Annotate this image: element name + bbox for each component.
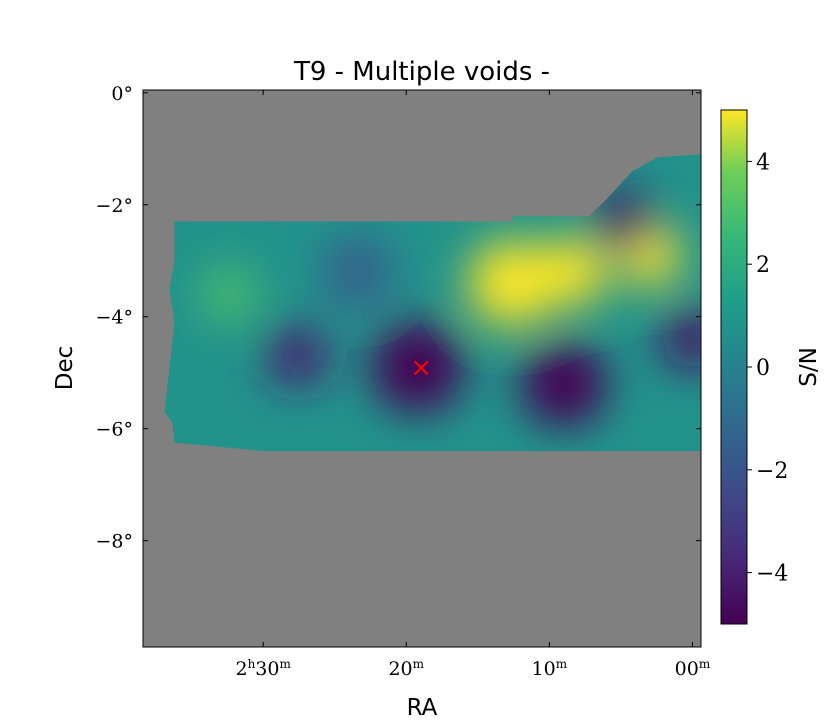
plot-frame bbox=[142, 89, 702, 648]
void-marker-symbol: × bbox=[410, 353, 432, 383]
colorbar-tick-label: −4 bbox=[756, 562, 788, 587]
x-tick-m-unit: m bbox=[413, 657, 425, 671]
sn-blob bbox=[468, 240, 556, 327]
sn-blob bbox=[538, 238, 607, 306]
x-tick-minutes: 00 bbox=[675, 658, 699, 680]
x-axis-label: RA bbox=[407, 695, 438, 721]
x-tick-minutes: 30 bbox=[255, 658, 279, 680]
void-center-marker: × bbox=[410, 353, 432, 383]
sn-blob bbox=[520, 340, 607, 427]
sn-blob bbox=[320, 234, 395, 309]
colorbar-label: S/N bbox=[796, 347, 822, 387]
x-tick-m-unit: m bbox=[556, 657, 568, 671]
x-tick-m-unit: m bbox=[699, 657, 711, 671]
colorbar-ticks: 4 2 0 −2 −4 bbox=[747, 150, 788, 587]
sn-blob bbox=[201, 266, 257, 323]
colorbar: 4 2 0 −2 −4 S/N bbox=[720, 109, 822, 625]
y-tick-label: −4° bbox=[95, 307, 133, 329]
sn-blob bbox=[266, 325, 329, 387]
x-tick-label: 20m bbox=[388, 657, 424, 680]
x-tick-minutes: 20 bbox=[388, 658, 412, 680]
x-tick-hours: 2 bbox=[235, 658, 247, 680]
y-tick-label: −2° bbox=[95, 195, 133, 217]
colorbar-tick-label: 4 bbox=[756, 150, 770, 175]
colorbar-tick-label: 2 bbox=[756, 253, 770, 278]
y-tick-label: −6° bbox=[95, 419, 133, 441]
x-tick-label: 00m bbox=[675, 657, 711, 680]
sn-blob bbox=[371, 320, 465, 414]
sn-blob bbox=[661, 308, 701, 370]
sn-blob bbox=[592, 190, 655, 253]
y-tick-label: 0° bbox=[111, 83, 133, 105]
y-axis-label: Dec bbox=[52, 346, 78, 391]
colorbar-gradient bbox=[720, 109, 748, 625]
x-tick-label: 2h30m bbox=[235, 657, 291, 680]
x-tick-m-unit: m bbox=[279, 657, 291, 671]
x-tick-h-unit: h bbox=[248, 657, 256, 671]
colorbar-tick-label: 0 bbox=[756, 356, 770, 381]
sn-blobs bbox=[201, 190, 701, 427]
x-tick-minutes: 10 bbox=[532, 658, 556, 680]
colorbar-tick-label: −2 bbox=[756, 459, 788, 484]
x-tick-label: 10m bbox=[532, 657, 568, 680]
y-tick-label: −8° bbox=[95, 531, 133, 553]
chart-title: T9 - Multiple voids - bbox=[293, 57, 550, 87]
